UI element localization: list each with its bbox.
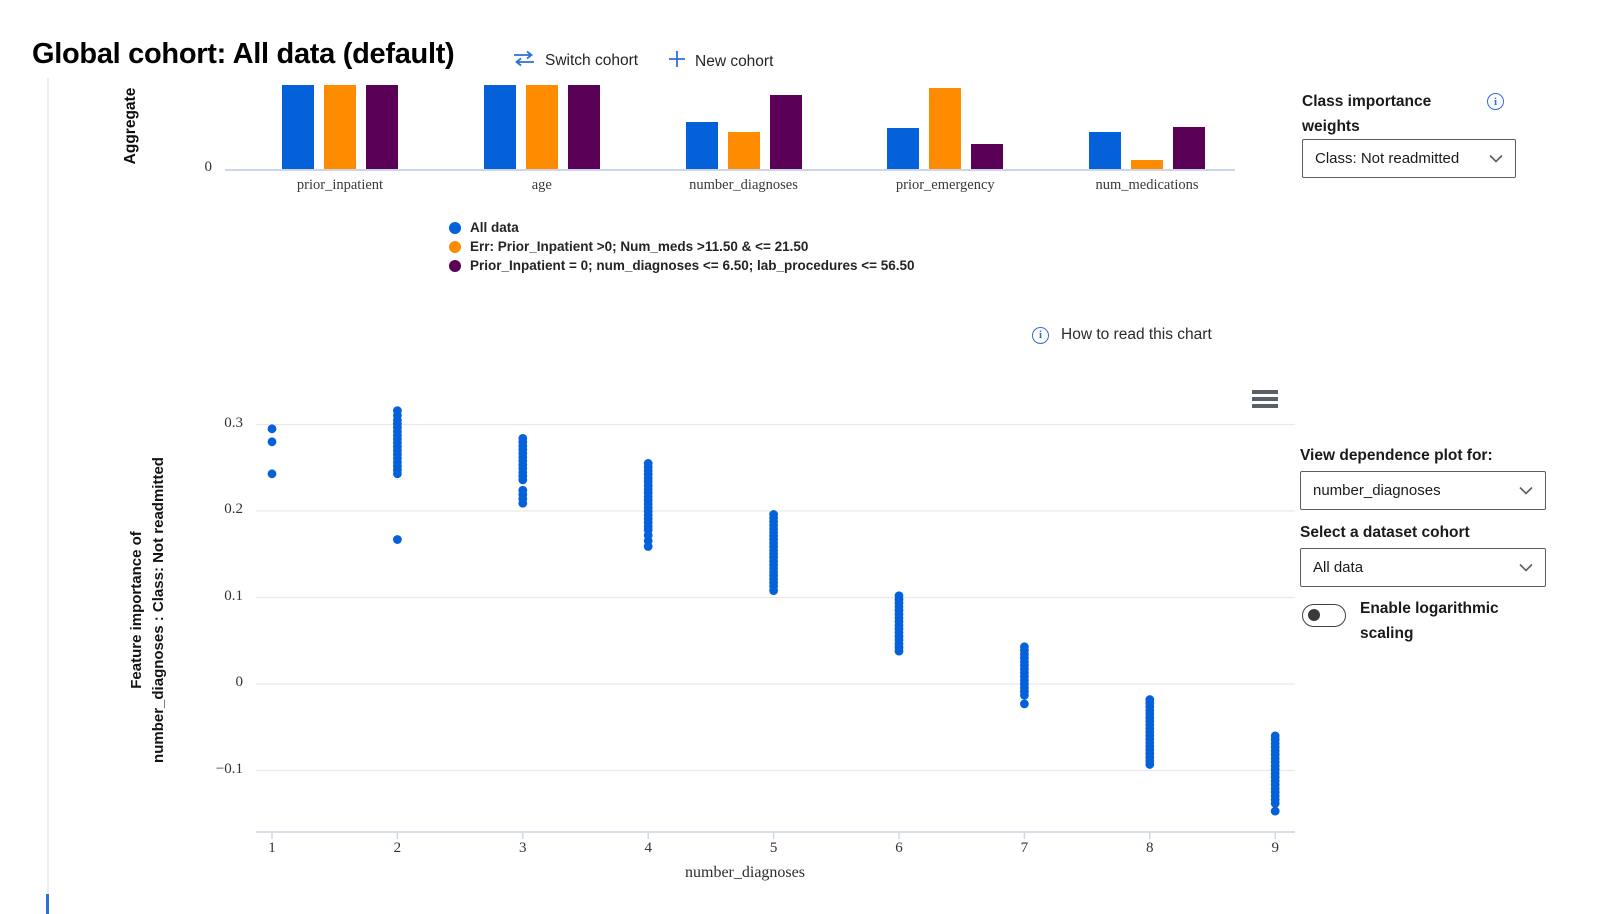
scatter-ylabel: Feature importance of number_diagnoses :… — [128, 457, 167, 763]
chevron-down-icon — [1519, 482, 1533, 499]
feature-dropdown[interactable]: number_diagnoses — [1300, 471, 1546, 510]
switch-arrows-icon — [512, 50, 536, 72]
page-title: Global cohort: All data (default) — [32, 38, 455, 70]
scatter-xlabel: number_diagnoses — [685, 864, 805, 881]
how-to-read-link[interactable]: i How to read this chart — [1032, 326, 1212, 344]
chevron-down-icon — [1519, 559, 1533, 576]
bar-chart-zero-tick: 0 — [204, 159, 213, 175]
dependence-scatter-chart[interactable] — [250, 385, 1310, 840]
class-weights-label: Class importance weights — [1302, 93, 1432, 135]
log-scaling-label: Enable logarithmic scaling — [1360, 600, 1499, 642]
class-weights-value: Class: Not readmitted — [1315, 150, 1460, 167]
legend-item: Err: Prior_Inpatient >0; Num_meds >11.50… — [449, 237, 915, 256]
plus-icon — [668, 50, 686, 73]
info-icon: i — [1032, 326, 1049, 344]
cohort-dropdown[interactable]: All data — [1300, 548, 1546, 587]
scatter-ytick-labels: 0.3 0.2 0.1 0 −0.1 — [215, 414, 243, 777]
switch-cohort-button[interactable]: Switch cohort — [512, 50, 638, 72]
legend-item: All data — [449, 218, 915, 237]
class-weights-dropdown[interactable]: Class: Not readmitted — [1302, 139, 1516, 178]
bar-chart-ylabel: Aggregate — [122, 87, 139, 165]
cohort-legend: All data Err: Prior_Inpatient >0; Num_me… — [449, 218, 915, 275]
chart-menu-icon[interactable] — [1252, 390, 1278, 411]
cohort-dropdown-value: All data — [1313, 559, 1364, 576]
scrollbar-thumb[interactable] — [46, 894, 49, 914]
left-divider — [47, 78, 49, 908]
bar-chart-categories: prior_inpatient age number_diagnoses prior_… — [296, 177, 1199, 193]
legend-dot — [449, 240, 461, 253]
toggle-knob — [1308, 608, 1320, 621]
view-dependence-label: View dependence plot for: — [1300, 447, 1493, 464]
new-cohort-button[interactable]: New cohort — [668, 50, 773, 73]
legend-item: Prior_Inpatient = 0; num_diagnoses <= 6.… — [449, 256, 915, 275]
legend-dot — [449, 221, 461, 234]
select-cohort-label: Select a dataset cohort — [1300, 524, 1470, 541]
new-cohort-label: New cohort — [695, 52, 774, 70]
aggregate-importance-chart[interactable] — [225, 85, 1235, 170]
log-scaling-toggle[interactable] — [1302, 604, 1346, 627]
feature-dropdown-value: number_diagnoses — [1313, 482, 1441, 499]
chevron-down-icon — [1489, 150, 1503, 167]
switch-cohort-label: Switch cohort — [545, 52, 639, 69]
how-to-read-label: How to read this chart — [1061, 326, 1212, 343]
legend-dot — [449, 259, 461, 272]
class-weights-info-icon[interactable]: i — [1487, 93, 1504, 110]
bar-chart-baseline — [225, 169, 1235, 171]
